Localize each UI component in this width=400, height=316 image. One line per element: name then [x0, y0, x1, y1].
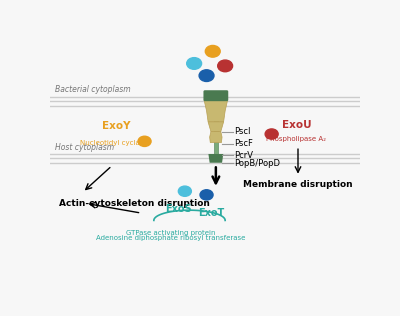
Text: Nucleotidyl cyclase: Nucleotidyl cyclase	[80, 140, 147, 146]
Circle shape	[187, 58, 202, 69]
Polygon shape	[204, 100, 228, 122]
Text: Adenosine diphosphate ribosyl transferase: Adenosine diphosphate ribosyl transferas…	[96, 234, 246, 240]
Text: ExoT: ExoT	[198, 208, 224, 218]
Text: PscF: PscF	[234, 139, 253, 148]
Circle shape	[199, 70, 214, 82]
Text: Membrane disruption: Membrane disruption	[243, 180, 353, 189]
Text: Bacterial cytoplasm: Bacterial cytoplasm	[55, 85, 130, 94]
Text: Actin-cytoskeleton disruption: Actin-cytoskeleton disruption	[59, 198, 210, 208]
Polygon shape	[208, 154, 223, 163]
Circle shape	[205, 46, 220, 57]
Text: Phospholipase A₂: Phospholipase A₂	[266, 136, 326, 142]
Circle shape	[138, 136, 151, 146]
Circle shape	[218, 60, 232, 72]
Text: ExoU: ExoU	[282, 120, 311, 131]
Polygon shape	[214, 91, 218, 157]
Text: Host cytoplasm: Host cytoplasm	[55, 143, 114, 152]
Text: PscI: PscI	[234, 127, 251, 136]
Circle shape	[265, 129, 278, 139]
Polygon shape	[208, 122, 224, 131]
Circle shape	[200, 190, 213, 200]
Text: ExoS: ExoS	[165, 204, 192, 214]
Text: ExoY: ExoY	[102, 121, 131, 131]
Text: GTPase activating protein: GTPase activating protein	[126, 230, 216, 236]
Circle shape	[178, 186, 191, 196]
Text: PcrV: PcrV	[234, 151, 254, 160]
Text: PopB/PopD: PopB/PopD	[234, 159, 280, 168]
FancyBboxPatch shape	[204, 90, 228, 101]
Polygon shape	[210, 131, 222, 143]
